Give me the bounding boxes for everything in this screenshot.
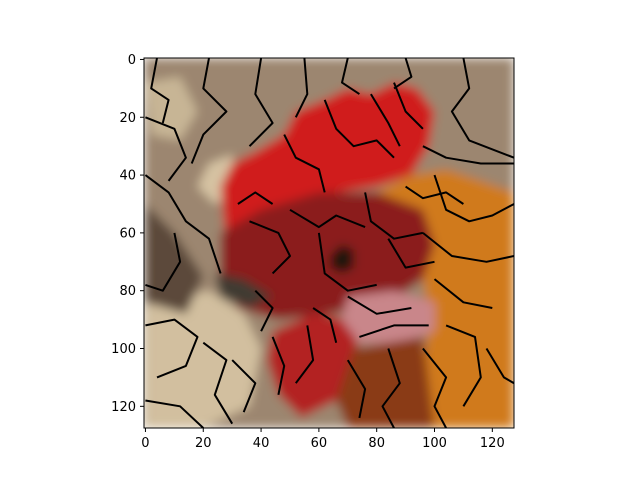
image-region-dark-left-band — [145, 204, 204, 314]
segment-boundary-11 — [202, 341, 234, 425]
segment-boundary-8 — [144, 174, 222, 274]
y-tick-label: 60 — [119, 226, 136, 241]
x-tick-label: 80 — [368, 436, 385, 451]
segment-boundary-37 — [312, 307, 338, 343]
x-tick-label: 20 — [195, 436, 212, 451]
segment-boundary-28 — [485, 347, 514, 385]
segment-boundary-16 — [370, 93, 401, 147]
segment-boundary-26 — [433, 278, 493, 309]
segment-boundary-4 — [341, 58, 360, 95]
segment-boundary-34 — [254, 289, 274, 332]
y-tick-label: 0 — [128, 53, 136, 68]
segment-boundary-19 — [249, 220, 291, 275]
segment-boundary-32 — [294, 325, 315, 384]
segment-boundary-23 — [387, 238, 435, 269]
y-tick-label: 80 — [119, 284, 136, 299]
segment-boundary-24 — [433, 174, 514, 223]
segment-boundary-22 — [317, 232, 377, 292]
segment-boundary-5 — [393, 58, 413, 90]
image-area — [144, 58, 514, 428]
x-tick-label: 0 — [141, 436, 149, 451]
segment-boundary-31 — [346, 359, 367, 419]
y-tick-label: 20 — [119, 111, 136, 126]
y-tick-label: 40 — [119, 169, 136, 184]
segment-boundary-38 — [405, 185, 464, 205]
segment-boundary-35 — [347, 295, 412, 315]
segment-boundary-10 — [145, 318, 199, 379]
image-region-neck-brown — [336, 336, 435, 428]
segment-boundary-1 — [190, 58, 228, 164]
x-tick-label: 40 — [253, 436, 270, 451]
segment-boundary-13 — [231, 359, 257, 413]
image-region-head — [220, 192, 435, 320]
image-region-beak — [214, 273, 273, 308]
y-axis: 0 20 40 60 80 100 120 — [111, 53, 144, 415]
segment-boundary-2 — [248, 58, 274, 147]
segment-boundary-17 — [393, 82, 424, 130]
x-tick-label: 60 — [311, 436, 328, 451]
segment-boundary-39 — [422, 145, 514, 165]
segment-boundary-30 — [381, 348, 401, 428]
x-tick-label: 100 — [422, 436, 447, 451]
image-region-ear-lobe — [342, 290, 435, 343]
plot-frame — [143, 57, 515, 429]
segment-boundary-6 — [450, 58, 514, 159]
segment-boundary-0 — [150, 58, 170, 124]
x-axis: 0 20 40 60 80 100 120 — [141, 428, 505, 451]
segment-boundary-29 — [422, 347, 448, 428]
segment-boundary-14 — [283, 134, 326, 193]
segment-boundary-33 — [271, 336, 286, 395]
image-region-pale-lower-left — [145, 290, 262, 428]
segment-boundary-18 — [237, 191, 274, 205]
segment-boundary-21 — [364, 192, 424, 240]
y-tick-label: 120 — [111, 400, 136, 415]
segment-boundary-7 — [145, 116, 187, 182]
y-tick-label: 100 — [111, 342, 136, 357]
segment-boundary-12 — [145, 399, 204, 428]
segment-boundary-25 — [422, 232, 514, 263]
segment-boundary-15 — [323, 99, 395, 159]
segment-boundary-27 — [445, 324, 482, 407]
x-tick-label: 120 — [480, 436, 505, 451]
segment-boundary-9 — [145, 232, 182, 292]
image-region-eye — [330, 244, 354, 274]
segment-boundary-3 — [294, 58, 309, 118]
segment-boundary-20 — [289, 208, 366, 229]
segment-boundary-36 — [359, 324, 429, 338]
